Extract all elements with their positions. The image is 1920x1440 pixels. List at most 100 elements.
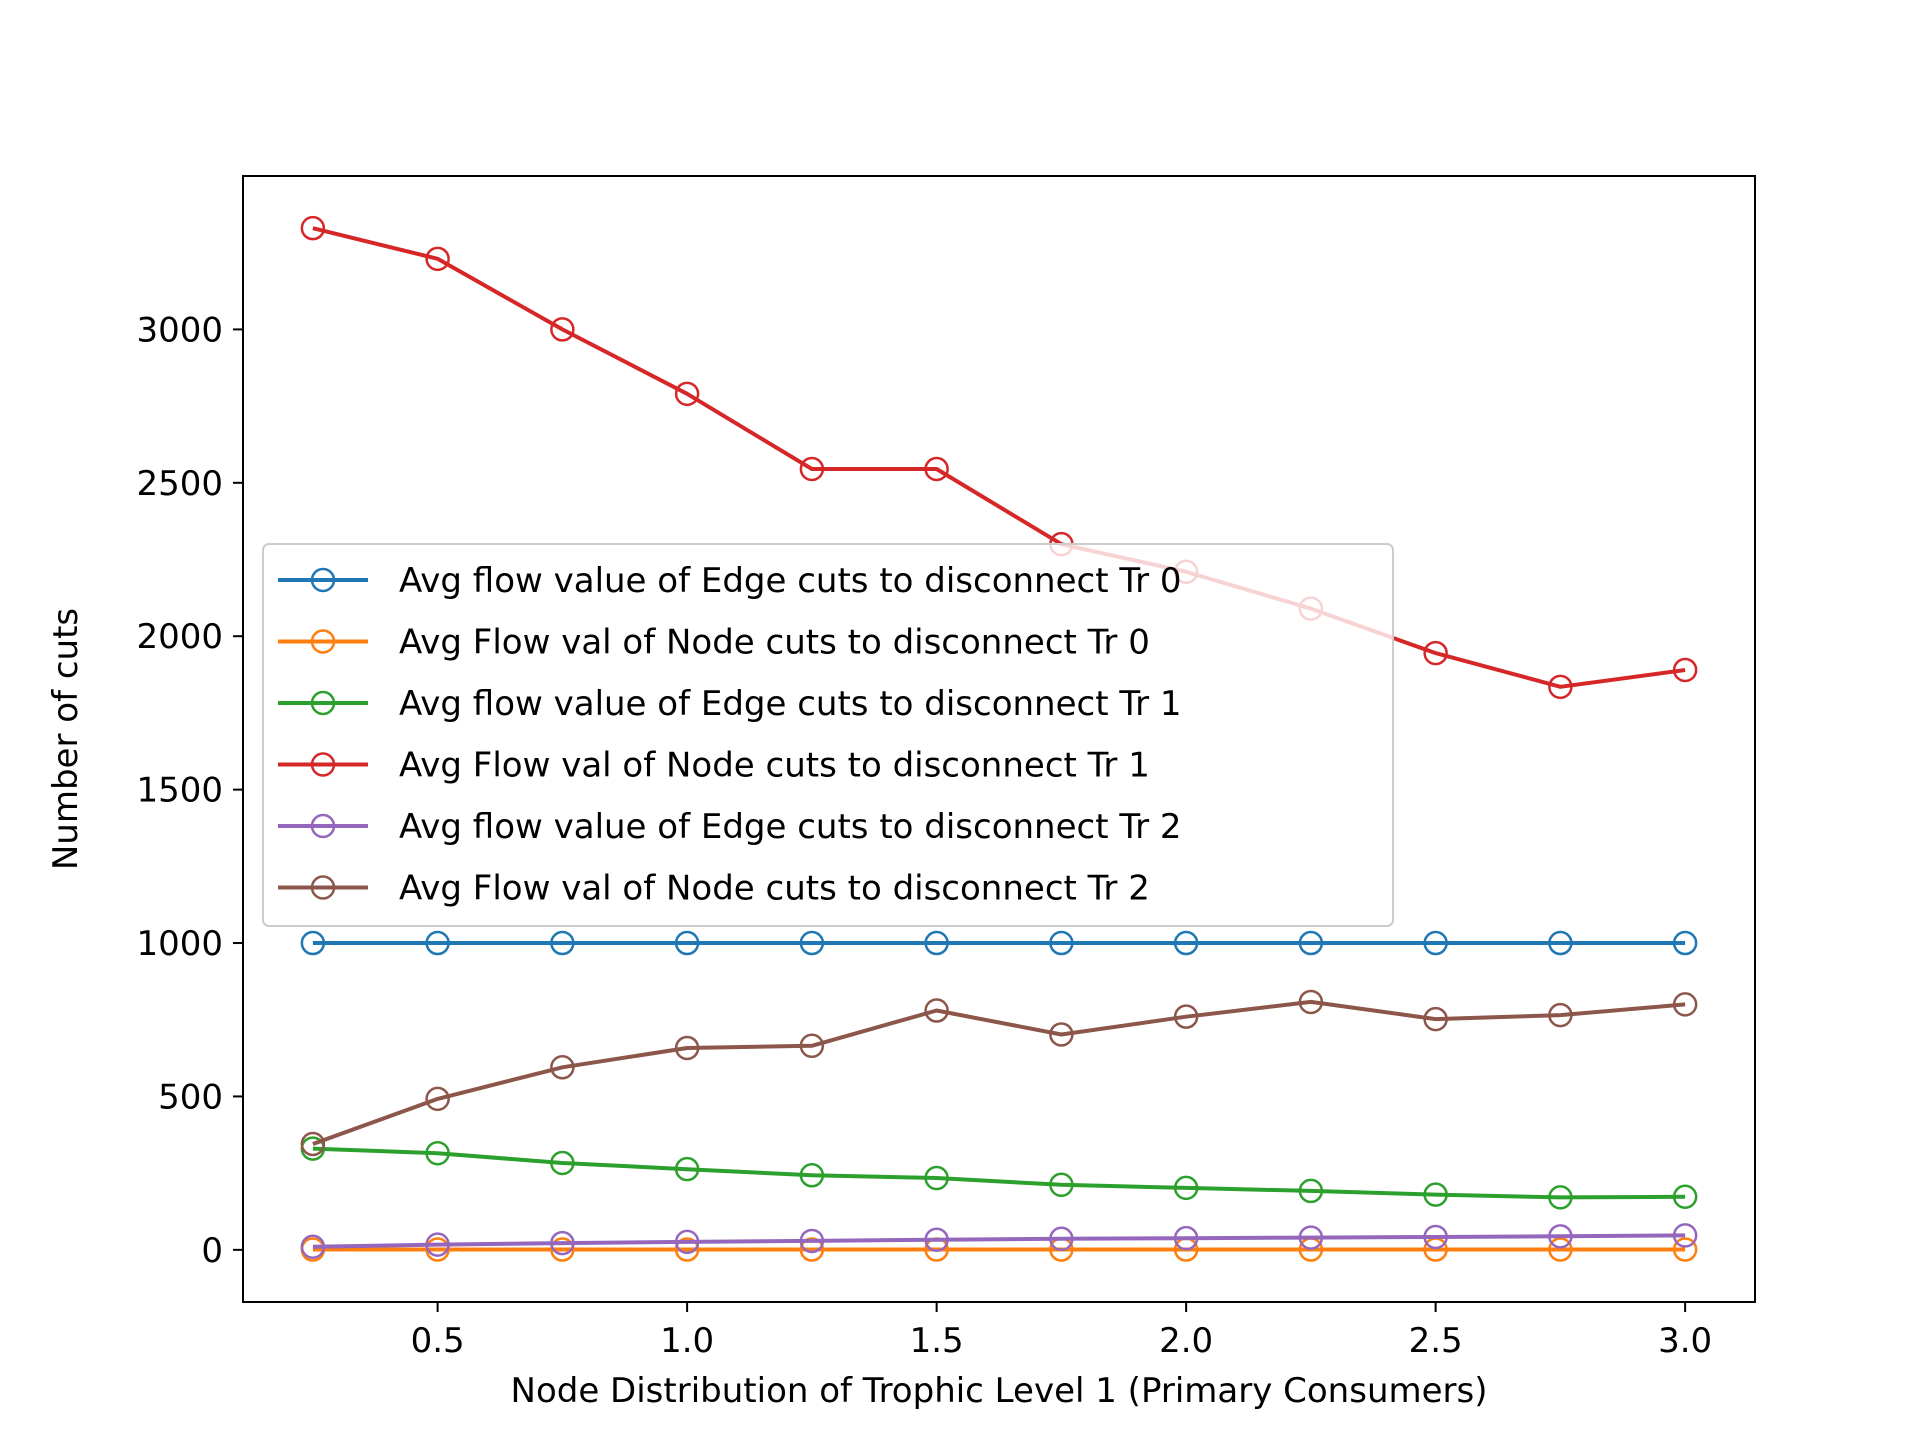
data-point — [1548, 1185, 1573, 1210]
x-tick-label: 1.5 — [910, 1321, 964, 1361]
data-point — [550, 1150, 575, 1176]
series-2 — [300, 1136, 1698, 1210]
data-point — [550, 317, 575, 342]
legend-marker — [310, 629, 336, 654]
data-point — [1423, 1006, 1448, 1032]
legend-marker — [310, 813, 336, 839]
data-point — [425, 930, 450, 956]
legend-label: Avg Flow val of Node cuts to disconnect … — [399, 623, 1150, 663]
data-point — [1298, 1225, 1324, 1250]
legend-label: Avg Flow val of Node cuts to disconnect … — [399, 746, 1150, 786]
data-point — [1672, 1184, 1698, 1210]
legend-marker — [310, 875, 336, 900]
legend-label: Avg flow value of Edge cuts to disconnec… — [399, 561, 1182, 601]
data-point — [799, 1163, 825, 1188]
data-point — [1423, 930, 1448, 956]
data-point — [1298, 930, 1324, 956]
data-point — [1423, 640, 1448, 666]
data-point — [674, 1229, 700, 1255]
data-point — [425, 1232, 450, 1257]
data-point — [1548, 1237, 1573, 1262]
legend-box — [262, 543, 1394, 927]
data-point — [1672, 657, 1698, 683]
data-point — [1672, 930, 1698, 956]
data-point — [674, 381, 700, 407]
legend-entry: Avg Flow val of Node cuts to disconnect … — [278, 623, 1150, 663]
legend-marker — [310, 567, 336, 593]
legend-label: Avg Flow val of Node cuts to disconnect … — [399, 869, 1150, 909]
y-tick-label: 500 — [158, 1077, 223, 1117]
series-line — [312, 1146, 1686, 1200]
x-tick-label: 2.0 — [1159, 1321, 1213, 1361]
data-point — [425, 1086, 450, 1112]
plot-area-frame — [242, 175, 1756, 1303]
series-5 — [300, 989, 1698, 1157]
data-point — [1173, 1175, 1199, 1201]
data-point — [674, 1237, 700, 1262]
data-point — [1548, 1224, 1573, 1249]
data-point — [924, 1227, 949, 1252]
data-point — [300, 930, 326, 956]
data-point — [1049, 1226, 1074, 1252]
data-point — [1548, 930, 1573, 956]
data-point — [300, 1234, 326, 1260]
x-tick-label: 1.0 — [660, 1321, 714, 1361]
series-line — [312, 1233, 1686, 1249]
data-point — [1173, 930, 1199, 956]
data-point — [300, 1131, 326, 1157]
legend-entry: Avg flow value of Edge cuts to disconnec… — [278, 684, 1182, 724]
data-point — [300, 215, 326, 241]
x-tick-label: 3.0 — [1658, 1321, 1712, 1361]
data-point — [674, 1156, 700, 1182]
legend: Avg flow value of Edge cuts to disconnec… — [262, 543, 1394, 927]
data-point — [550, 930, 575, 956]
data-point — [550, 1237, 575, 1262]
data-point — [924, 930, 949, 956]
legend-label: Avg flow value of Edge cuts to disconnec… — [399, 807, 1182, 847]
data-point — [1298, 1178, 1324, 1204]
data-point — [1672, 992, 1698, 1017]
data-point — [425, 246, 450, 272]
legend-entry: Avg flow value of Edge cuts to disconnec… — [278, 561, 1182, 601]
x-axis-label: Node Distribution of Trophic Level 1 (Pr… — [511, 1371, 1488, 1411]
legend-marker — [310, 752, 336, 777]
data-point — [799, 1228, 825, 1254]
legend-label: Avg flow value of Edge cuts to disconnec… — [399, 684, 1182, 724]
data-point — [1423, 1182, 1448, 1207]
data-point — [425, 1140, 450, 1166]
y-axis: 0 500 1000 1500 2000 2500 3000 — [136, 310, 243, 1271]
series-line — [312, 999, 1686, 1146]
legend-entry: Avg Flow val of Node cuts to disconnect … — [278, 869, 1150, 909]
x-tick-label: 2.5 — [1409, 1321, 1463, 1361]
data-point — [674, 1035, 700, 1061]
x-axis: 0.5 1.0 1.5 2.0 2.5 3.0 — [411, 1302, 1712, 1361]
y-tick-label: 0 — [201, 1231, 223, 1271]
data-point — [1298, 989, 1324, 1015]
data-point — [1423, 1224, 1448, 1250]
data-point — [924, 456, 949, 482]
data-point — [924, 998, 949, 1023]
data-point — [1548, 1002, 1573, 1028]
data-point — [550, 1230, 575, 1256]
data-point — [1173, 1004, 1199, 1029]
legend-entry: Avg flow value of Edge cuts to disconnec… — [278, 807, 1182, 847]
legend-entry: Avg Flow val of Node cuts to disconnect … — [278, 746, 1150, 786]
y-axis-label: Number of cuts — [46, 608, 86, 870]
data-point — [1173, 1225, 1199, 1251]
data-point — [550, 1055, 575, 1080]
y-tick-label: 1500 — [136, 771, 223, 811]
data-point — [1049, 930, 1074, 956]
legend-marker — [310, 690, 336, 716]
series-line — [312, 226, 1686, 689]
y-tick-label: 2500 — [136, 464, 223, 504]
data-point — [1672, 1223, 1698, 1248]
data-point — [799, 456, 825, 482]
data-point — [799, 930, 825, 956]
data-point — [1548, 674, 1573, 700]
data-point — [1672, 1237, 1698, 1262]
y-tick-label: 1000 — [136, 924, 223, 964]
data-point — [799, 1237, 825, 1262]
series-0 — [300, 930, 1698, 956]
data-point — [674, 930, 700, 956]
